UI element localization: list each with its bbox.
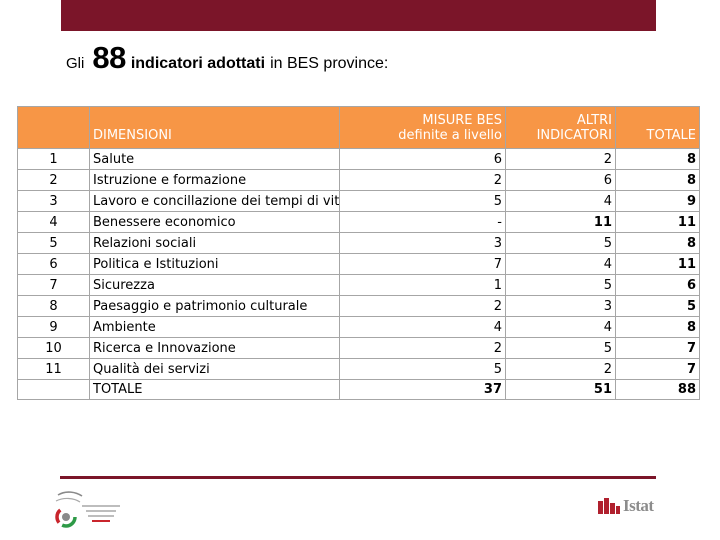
row-misure-bes: 2: [339, 337, 506, 359]
row-altri-indicatori: 2: [505, 358, 616, 380]
row-number: [17, 379, 90, 400]
row-misure-bes: 5: [339, 190, 506, 212]
table-header-row: DIMENSIONI MISURE BES definite a livello …: [17, 106, 700, 149]
row-misure-bes: 2: [339, 295, 506, 317]
row-dimension: Relazioni sociali: [89, 232, 340, 254]
row-misure-bes: 37: [339, 379, 506, 400]
row-altri-indicatori: 51: [505, 379, 616, 400]
table-row: 6 Politica e Istituzioni 7 4 11: [17, 253, 700, 275]
header-dimensioni-label: DIMENSIONI: [93, 128, 172, 144]
row-number: 3: [17, 190, 90, 212]
table-row: 7 Sicurezza 1 5 6: [17, 274, 700, 296]
table-row: 1 Salute 6 2 8: [17, 148, 700, 170]
row-number: 6: [17, 253, 90, 275]
row-totale: 7: [615, 337, 700, 359]
row-number: 9: [17, 316, 90, 338]
row-totale: 8: [615, 148, 700, 170]
row-number: 10: [17, 337, 90, 359]
header-misure-line1: MISURE BES: [422, 112, 502, 128]
row-number: 8: [17, 295, 90, 317]
title-rest-text: in BES province:: [270, 55, 389, 72]
header-altri-line1: ALTRI: [576, 112, 612, 128]
row-totale: 9: [615, 190, 700, 212]
row-number: 5: [17, 232, 90, 254]
row-altri-indicatori: 11: [505, 211, 616, 233]
top-banner: [61, 0, 656, 31]
row-misure-bes: 3: [339, 232, 506, 254]
giornata-statistica-logo-icon: [55, 491, 120, 528]
table-row: 2 Istruzione e formazione 2 6 8: [17, 169, 700, 191]
table-row: 11 Qualità dei servizi 5 2 7: [17, 358, 700, 380]
row-misure-bes: 4: [339, 316, 506, 338]
header-altri-line2: INDICATORI: [536, 128, 612, 144]
header-totale: TOTALE: [615, 106, 700, 149]
title-number: 88: [92, 40, 126, 75]
row-totale: 7: [615, 358, 700, 380]
header-dimensioni: DIMENSIONI: [89, 106, 340, 149]
row-misure-bes: 7: [339, 253, 506, 275]
row-number: 11: [17, 358, 90, 380]
row-altri-indicatori: 5: [505, 232, 616, 254]
row-altri-indicatori: 2: [505, 148, 616, 170]
istat-logo-text: Istat: [623, 496, 654, 515]
row-number: 7: [17, 274, 90, 296]
row-totale: 5: [615, 295, 700, 317]
header-altri-indicatori: ALTRI INDICATORI: [505, 106, 616, 149]
row-totale: 8: [615, 169, 700, 191]
table-total-row: TOTALE 37 51 88: [17, 379, 700, 400]
header-num: [17, 106, 90, 149]
row-dimension: TOTALE: [89, 379, 340, 400]
table-row: 9 Ambiente 4 4 8: [17, 316, 700, 338]
row-dimension: Salute: [89, 148, 340, 170]
row-altri-indicatori: 5: [505, 337, 616, 359]
title-bold-text: indicatori adottati: [130, 55, 266, 72]
row-dimension: Ambiente: [89, 316, 340, 338]
row-dimension: Paesaggio e patrimonio culturale: [89, 295, 340, 317]
row-altri-indicatori: 4: [505, 316, 616, 338]
row-misure-bes: 6: [339, 148, 506, 170]
row-totale: 6: [615, 274, 700, 296]
row-altri-indicatori: 5: [505, 274, 616, 296]
row-totale: 11: [615, 253, 700, 275]
row-totale: 8: [615, 316, 700, 338]
header-totale-label: TOTALE: [646, 128, 696, 144]
row-dimension: Qualità dei servizi: [89, 358, 340, 380]
row-dimension: Ricerca e Innovazione: [89, 337, 340, 359]
giornata-statistica-logo: [52, 487, 134, 531]
row-number: 4: [17, 211, 90, 233]
row-dimension: Politica e Istituzioni: [89, 253, 340, 275]
row-misure-bes: 5: [339, 358, 506, 380]
header-misure-bes: MISURE BES definite a livello: [339, 106, 506, 149]
title-word: Gli: [66, 55, 85, 72]
row-dimension: Benessere economico: [89, 211, 340, 233]
row-number: 1: [17, 148, 90, 170]
table-row: 10 Ricerca e Innovazione 2 5 7: [17, 337, 700, 359]
row-dimension: Istruzione e formazione: [89, 169, 340, 191]
table-row: 4 Benessere economico -11 11: [17, 211, 700, 233]
row-misure-bes: -: [339, 211, 506, 233]
row-misure-bes: 1: [339, 274, 506, 296]
row-totale: 8: [615, 232, 700, 254]
istat-logo: Istat: [598, 496, 654, 516]
row-altri-indicatori: 4: [505, 190, 616, 212]
row-altri-indicatori: 3: [505, 295, 616, 317]
row-altri-indicatori: 6: [505, 169, 616, 191]
row-dimension: Sicurezza: [89, 274, 340, 296]
row-dimension: Lavoro e concillazione dei tempi di vita: [89, 190, 340, 212]
istat-mark-icon: [598, 498, 620, 514]
slide-title: Gli 88 indicatori adottati in BES provin…: [66, 40, 389, 75]
row-altri-indicatori: 4: [505, 253, 616, 275]
row-totale: 88: [615, 379, 700, 400]
bottom-rule: [60, 476, 656, 479]
table-row: 5 Relazioni sociali 3 5 8: [17, 232, 700, 254]
table-row: 8 Paesaggio e patrimonio culturale 2 3 5: [17, 295, 700, 317]
bes-indicators-table: DIMENSIONI MISURE BES definite a livello …: [17, 106, 700, 400]
row-totale: 11: [615, 211, 700, 233]
row-misure-bes: 2: [339, 169, 506, 191]
table-row: 3 Lavoro e concillazione dei tempi di vit…: [17, 190, 700, 212]
row-number: 2: [17, 169, 90, 191]
header-misure-line2: definite a livello: [398, 128, 502, 144]
